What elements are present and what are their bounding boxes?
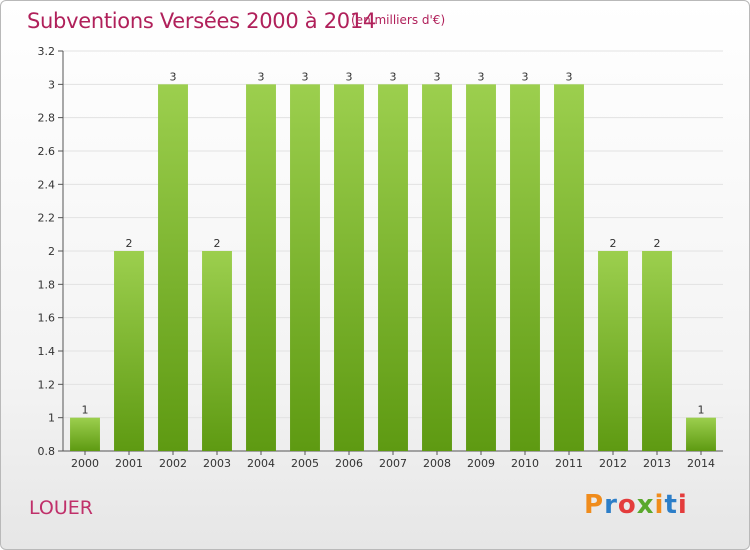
logo-letter: i [654, 490, 665, 520]
bar-2001 [114, 251, 144, 451]
y-tick-label: 0.8 [38, 445, 56, 458]
y-tick-label: 3.2 [38, 45, 56, 58]
y-tick-label: 1.6 [38, 312, 56, 325]
proxiti-logo: Proxiti [584, 490, 688, 520]
logo-letter: P [584, 490, 605, 520]
y-tick-label: 1 [48, 412, 55, 425]
bar-2012 [598, 251, 628, 451]
x-tick-label: 2010 [511, 457, 539, 470]
bar-2000 [70, 417, 100, 451]
y-tick-label: 2.8 [38, 112, 56, 125]
x-tick-label: 2002 [159, 457, 187, 470]
chart-title: Subventions Versées 2000 à 2014 [27, 9, 376, 33]
logo-letter: r [604, 490, 618, 520]
data-label: 3 [390, 70, 397, 83]
bar-2010 [510, 84, 540, 451]
bar-2003 [202, 251, 232, 451]
bar-chart: 1 2 3 2 3 3 3 3 3 3 3 3 2 2 1 2000 2001 2002 2003 2004 2005… [38, 45, 723, 470]
x-tick-label: 2005 [291, 457, 319, 470]
x-tick-label: 2000 [71, 457, 99, 470]
y-tick-label: 1.4 [38, 345, 56, 358]
x-tick-label: 2001 [115, 457, 143, 470]
data-label: 3 [566, 70, 573, 83]
bars [70, 84, 716, 451]
data-label: 1 [82, 404, 89, 417]
data-label: 2 [214, 237, 221, 250]
x-tick-label: 2014 [687, 457, 715, 470]
data-label: 2 [610, 237, 617, 250]
data-label: 3 [346, 70, 353, 83]
bar-2014 [686, 417, 716, 451]
bar-2005 [290, 84, 320, 451]
data-label: 3 [258, 70, 265, 83]
x-tick-label: 2013 [643, 457, 671, 470]
data-label: 3 [170, 70, 177, 83]
y-tick-labels: 0.8 1 1.2 1.4 1.6 1.8 2 2.2 2.4 2.6 2.8 3 3.2 [38, 45, 56, 458]
logo-letter: x [636, 490, 655, 520]
y-tick-label: 1.8 [38, 278, 56, 291]
commune-name: LOUER [29, 497, 93, 519]
x-tick-label: 2006 [335, 457, 363, 470]
x-tick-label: 2003 [203, 457, 231, 470]
logo-letter: o [617, 490, 637, 520]
x-tick-label: 2012 [599, 457, 627, 470]
x-tick-labels: 2000 2001 2002 2003 2004 2005 2006 2007 2008 2009… [71, 457, 715, 470]
y-tick-label: 2.6 [38, 145, 56, 158]
logo-letter: i [677, 490, 688, 520]
logo-letter: t [664, 490, 678, 520]
y-tick-label: 3 [48, 78, 55, 91]
data-label: 2 [126, 237, 133, 250]
bar-2006 [334, 84, 364, 451]
bar-2013 [642, 251, 672, 451]
y-tick-label: 2.2 [38, 212, 56, 225]
data-labels: 1 2 3 2 3 3 3 3 3 3 3 3 2 2 1 [82, 70, 705, 416]
data-label: 3 [522, 70, 529, 83]
data-label: 3 [478, 70, 485, 83]
x-tick-label: 2007 [379, 457, 407, 470]
y-tick-label: 2 [48, 245, 55, 258]
data-label: 3 [434, 70, 441, 83]
x-tick-label: 2008 [423, 457, 451, 470]
y-tick-label: 2.4 [38, 178, 56, 191]
x-tick-label: 2011 [555, 457, 583, 470]
data-label: 2 [654, 237, 661, 250]
bar-2008 [422, 84, 452, 451]
bar-2009 [466, 84, 496, 451]
data-label: 3 [302, 70, 309, 83]
x-tick-label: 2004 [247, 457, 275, 470]
unit-label: (en milliers d'€) [351, 13, 446, 27]
data-label: 1 [698, 404, 705, 417]
x-tick-label: 2009 [467, 457, 495, 470]
bar-2007 [378, 84, 408, 451]
bar-2011 [554, 84, 584, 451]
bar-2002 [158, 84, 188, 451]
y-tick-label: 1.2 [38, 378, 56, 391]
bar-2004 [246, 84, 276, 451]
